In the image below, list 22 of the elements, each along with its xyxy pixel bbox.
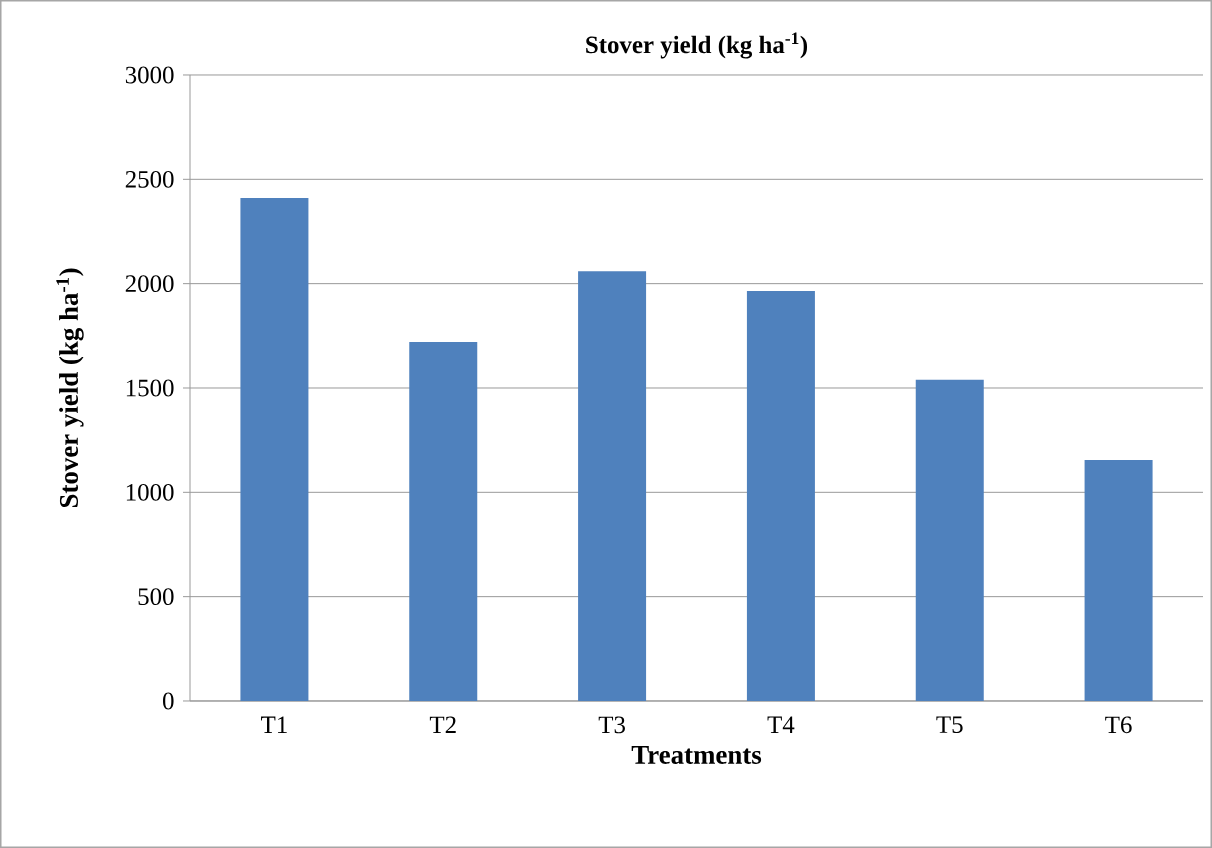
bar (578, 271, 647, 701)
bar (1084, 459, 1153, 701)
bar (409, 342, 478, 701)
y-tick-label: 3000 (125, 66, 174, 84)
x-tick-label: T5 (936, 716, 963, 734)
x-tick-label: T3 (598, 716, 625, 734)
y-tick-label: 0 (163, 692, 174, 710)
y-tick-label: 1000 (126, 483, 174, 501)
y-tick-label: 1500 (126, 379, 174, 397)
bar (240, 198, 309, 701)
chart-title: Stover yield (kg ha$^{-1}$) (586, 32, 808, 59)
x-tick-label: T4 (767, 716, 795, 733)
x-tick-label: T1 (261, 716, 287, 733)
bar (746, 290, 815, 701)
y-tick-label: 500 (138, 588, 174, 606)
y-tick-label: 2500 (125, 170, 174, 188)
y-axis-title: Stover yield (kg ha$^{-1}$) (56, 268, 84, 508)
x-axis-title: Treatments (631, 746, 762, 764)
x-tick-label: T2 (429, 716, 456, 733)
bar (915, 379, 984, 701)
x-tick-label: T6 (1105, 716, 1132, 734)
y-tick-label: 2000 (125, 275, 174, 293)
